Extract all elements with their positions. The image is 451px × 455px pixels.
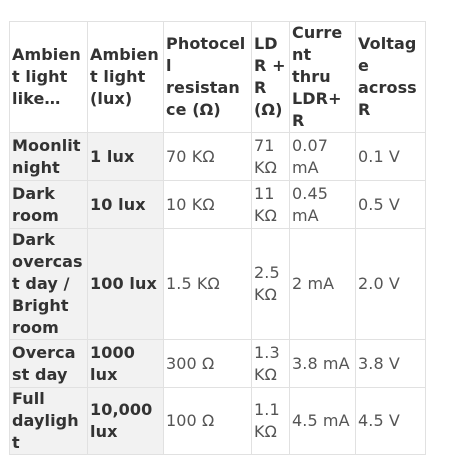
header-ambient-light-lux: Ambient light (lux) — [87, 21, 164, 133]
cell-lux: 1 lux — [87, 132, 164, 181]
cell-lux: 10 lux — [87, 180, 164, 229]
table-row: Overcast day 1000 lux 300 Ω 1.3 KΩ 3.8 m… — [9, 339, 426, 388]
header-ambient-light-like: Ambient light like… — [9, 21, 88, 133]
cell-ldr-plus-r: 1.3 KΩ — [251, 339, 290, 388]
cell-ldr-plus-r: 71 KΩ — [251, 132, 290, 181]
cell-photocell-resistance: 70 KΩ — [163, 132, 252, 181]
cell-voltage: 3.8 V — [355, 339, 426, 388]
cell-current: 4.5 mA — [289, 387, 356, 455]
cell-lux: 1000 lux — [87, 339, 164, 388]
cell-photocell-resistance: 300 Ω — [163, 339, 252, 388]
cell-voltage: 0.5 V — [355, 180, 426, 229]
cell-photocell-resistance: 1.5 KΩ — [163, 228, 252, 340]
table-row: Dark overcast day / Bright room 100 lux … — [9, 228, 426, 340]
cell-ldr-plus-r: 1.1 KΩ — [251, 387, 290, 455]
table-row: Moonlit night 1 lux 70 KΩ 71 KΩ 0.07 mA … — [9, 132, 426, 181]
cell-ambient-light: Dark overcast day / Bright room — [9, 228, 88, 340]
header-ldr-plus-r: LDR + R (Ω) — [251, 21, 290, 133]
cell-voltage: 2.0 V — [355, 228, 426, 340]
cell-ambient-light: Dark room — [9, 180, 88, 229]
table-header-row: Ambient light like… Ambient light (lux) … — [9, 21, 426, 133]
cell-current: 3.8 mA — [289, 339, 356, 388]
cell-ambient-light: Moonlit night — [9, 132, 88, 181]
header-photocell-resistance: Photocell resistance (Ω) — [163, 21, 252, 133]
cell-ldr-plus-r: 2.5 KΩ — [251, 228, 290, 340]
cell-current: 0.07 mA — [289, 132, 356, 181]
photocell-table: Ambient light like… Ambient light (lux) … — [9, 21, 426, 455]
table-row: Full daylight 10,000 lux 100 Ω 1.1 KΩ 4.… — [9, 387, 426, 455]
cell-current: 2 mA — [289, 228, 356, 340]
cell-voltage: 0.1 V — [355, 132, 426, 181]
cell-ldr-plus-r: 11 KΩ — [251, 180, 290, 229]
cell-lux: 10,000 lux — [87, 387, 164, 455]
header-voltage: Voltage across R — [355, 21, 426, 133]
cell-photocell-resistance: 10 KΩ — [163, 180, 252, 229]
cell-voltage: 4.5 V — [355, 387, 426, 455]
cell-photocell-resistance: 100 Ω — [163, 387, 252, 455]
table-row: Dark room 10 lux 10 KΩ 11 KΩ 0.45 mA 0.5… — [9, 180, 426, 229]
header-current: Current thru LDR+R — [289, 21, 356, 133]
cell-ambient-light: Full daylight — [9, 387, 88, 455]
cell-ambient-light: Overcast day — [9, 339, 88, 388]
cell-lux: 100 lux — [87, 228, 164, 340]
cell-current: 0.45 mA — [289, 180, 356, 229]
